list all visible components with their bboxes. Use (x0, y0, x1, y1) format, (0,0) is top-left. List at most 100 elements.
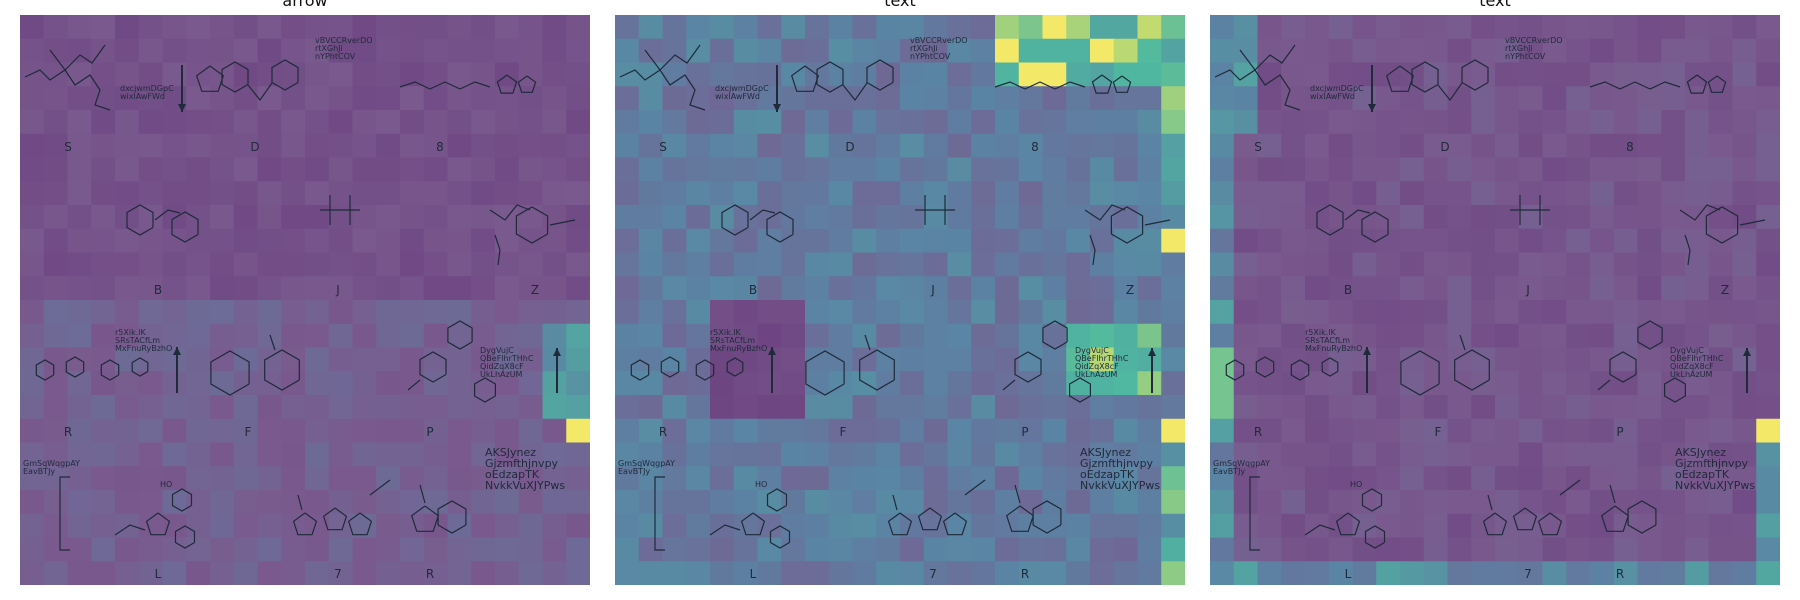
heat-cell (1233, 15, 1258, 40)
heat-cell (805, 490, 830, 515)
heat-cell (900, 181, 925, 206)
heat-cell (1495, 252, 1520, 277)
heat-cell (1518, 62, 1543, 87)
heat-cell (162, 276, 187, 301)
heat-cell (162, 181, 187, 206)
heat-cell (971, 418, 996, 443)
heat-cell (757, 561, 782, 585)
heat-cell (400, 86, 425, 111)
heat-cell (1495, 490, 1520, 515)
heat-cell (1352, 110, 1377, 135)
heat-cell (1447, 561, 1472, 585)
heat-cell (1018, 110, 1043, 135)
heat-cell (566, 513, 590, 538)
heat-cell (1542, 418, 1567, 443)
heat-cell (1566, 133, 1591, 158)
heat-cell (805, 110, 830, 135)
heat-cell (400, 561, 425, 585)
heat-cell (328, 323, 353, 348)
heat-cell (1018, 157, 1043, 182)
heat-cell (186, 300, 211, 325)
heat-cell (233, 228, 258, 253)
heat-cell (162, 300, 187, 325)
heat-cell (710, 157, 735, 182)
molecule-r2-ethyl (1609, 484, 1616, 504)
heat-cell (1518, 513, 1543, 538)
heat-cell (828, 110, 853, 135)
heat-cell (1090, 300, 1115, 325)
molecule-r-ring (100, 359, 120, 381)
heat-cell (376, 110, 401, 135)
molecule-d-ring (1461, 59, 1489, 91)
heat-cell (1400, 418, 1425, 443)
heat-cell (615, 513, 640, 538)
heat-cell (923, 466, 948, 491)
heat-cell (305, 513, 330, 538)
molecule-label: F (1434, 425, 1442, 439)
heat-cell (186, 133, 211, 158)
heat-cell (1400, 133, 1425, 158)
heat-cell (1447, 442, 1472, 467)
heat-cell (971, 15, 996, 40)
heat-cell (923, 371, 948, 396)
heat-cell (805, 442, 830, 467)
heat-cell (352, 110, 377, 135)
heat-cell (1305, 442, 1330, 467)
molecule-l-chain (709, 524, 741, 536)
heat-cell (1137, 395, 1162, 420)
heat-cell (471, 513, 496, 538)
heat-cell (900, 490, 925, 515)
heat-cell (210, 490, 235, 515)
heat-cell (471, 181, 496, 206)
heat-cell (638, 62, 663, 87)
heat-cell (638, 205, 663, 230)
heat-cell (1281, 300, 1306, 325)
heat-cell (186, 323, 211, 348)
heat-cell (733, 38, 758, 63)
heat-cell (281, 205, 306, 230)
heat-cell (1233, 371, 1258, 396)
heat-cell (1066, 537, 1091, 562)
heat-cell (1518, 181, 1543, 206)
heat-cell (1471, 395, 1496, 420)
heat-cell (1090, 561, 1115, 585)
heat-cell (566, 371, 590, 396)
molecule-f-ring (805, 350, 845, 396)
heat-cell (1066, 300, 1091, 325)
heat-cell (805, 181, 830, 206)
heat-cell (1423, 252, 1448, 277)
heat-cell (1210, 157, 1235, 182)
heat-cell (210, 276, 235, 301)
molecule-r-ring (660, 356, 680, 378)
heat-cell (1328, 300, 1353, 325)
heat-cell (1590, 157, 1615, 182)
heat-cell (376, 490, 401, 515)
heat-cell (1423, 323, 1448, 348)
heat-cell (233, 490, 258, 515)
heat-cell (1708, 371, 1733, 396)
heat-cell (186, 537, 211, 562)
molecule-label: J (336, 283, 340, 297)
heat-cell (67, 157, 92, 182)
heat-cell (43, 395, 68, 420)
heat-cell (257, 252, 282, 277)
heat-cell (757, 300, 782, 325)
heat-cell (1376, 442, 1401, 467)
heat-cell (1756, 110, 1780, 135)
heat-cell (733, 300, 758, 325)
heat-cell (1305, 537, 1330, 562)
heat-cell (1137, 62, 1162, 87)
heat-cell (186, 561, 211, 585)
heat-cell (43, 62, 68, 87)
heat-cell (923, 15, 948, 40)
heat-cell (1542, 442, 1567, 467)
heat-cell (518, 300, 543, 325)
heat-cell (947, 395, 972, 420)
heat-cell (518, 181, 543, 206)
heat-cell (423, 442, 448, 467)
heat-cell (1066, 228, 1091, 253)
heat-cell (1210, 86, 1235, 111)
heat-cell (852, 133, 877, 158)
